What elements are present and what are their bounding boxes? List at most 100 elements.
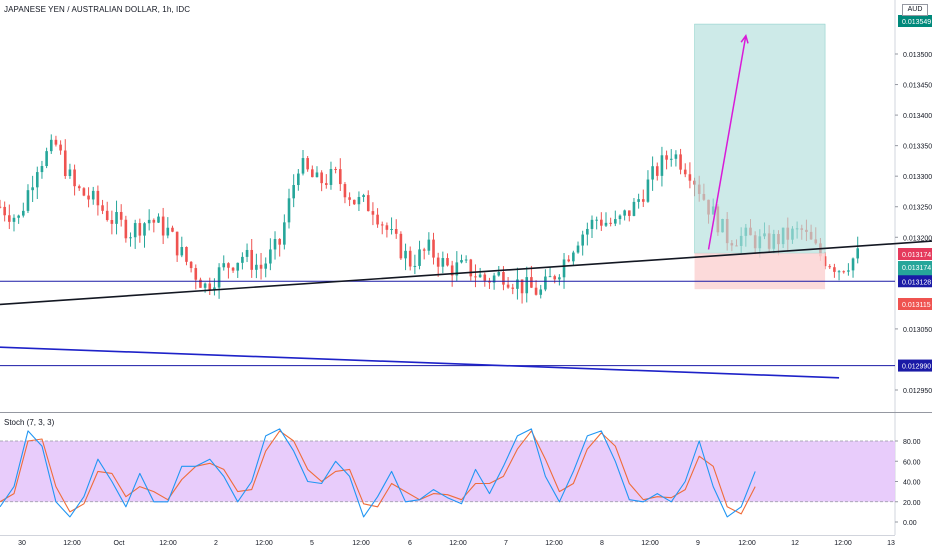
candle-body: [343, 184, 347, 198]
candle-body: [250, 249, 254, 270]
candle-body: [623, 210, 626, 216]
candle-body: [87, 195, 90, 200]
candle-body: [674, 154, 678, 159]
candle-body: [269, 249, 272, 264]
candle-body: [119, 211, 123, 220]
candle-body: [609, 222, 612, 224]
candle-body: [497, 272, 501, 276]
candle-body: [441, 258, 445, 267]
candle-body: [828, 266, 832, 268]
price-label-hline-text: 0.012990: [902, 364, 931, 371]
candle-body: [530, 277, 533, 288]
price-label-stop: [898, 298, 932, 310]
candle-body: [586, 228, 589, 235]
price-label-hline: [898, 275, 932, 288]
candle-body: [77, 186, 81, 189]
candle-body: [175, 231, 179, 256]
candle-body: [236, 262, 240, 271]
candle-body: [600, 219, 603, 226]
price-tick-label: 0.013450: [903, 83, 932, 90]
candle-body: [287, 198, 291, 223]
stoch-tick-label: 40.00: [903, 480, 921, 487]
candle-body: [520, 279, 524, 294]
candle-body: [348, 197, 351, 200]
candle-body: [259, 264, 263, 269]
candle-body: [63, 150, 67, 177]
time-tick-label: 12:00: [449, 540, 467, 547]
candle-body: [292, 185, 295, 199]
candle-body: [847, 270, 850, 272]
candle-body: [450, 265, 454, 276]
candle-body: [17, 215, 20, 218]
trendline: [0, 240, 932, 306]
currency-label[interactable]: AUD: [902, 4, 928, 16]
candle-body: [320, 172, 323, 184]
time-tick-label: 30: [18, 540, 26, 547]
candle-body: [45, 151, 48, 167]
candle-body: [665, 155, 668, 160]
candle-body: [329, 168, 333, 185]
candle-body: [273, 239, 277, 250]
candle-body: [413, 265, 417, 267]
candle-body: [614, 219, 617, 224]
candle-body: [478, 274, 482, 278]
candle-body: [548, 276, 552, 278]
price-label-last: [898, 261, 932, 273]
candle-body: [22, 210, 25, 216]
candle-body: [26, 190, 30, 211]
price-tick-label: 0.013250: [903, 205, 932, 212]
stoch-d-line: [0, 430, 756, 515]
candle-body: [73, 169, 76, 187]
candle-body: [492, 275, 496, 283]
time-tick-label: 2: [214, 540, 218, 547]
price-tick-label: 0.013350: [903, 144, 932, 151]
candle-body: [227, 263, 230, 268]
price-tick-label: 0.013500: [903, 52, 932, 59]
candle-body: [231, 267, 235, 271]
candle-body: [311, 169, 314, 178]
candle-body: [129, 237, 132, 239]
stoch-legend: Stoch (7, 3, 3): [4, 418, 55, 427]
candle-body: [390, 229, 393, 231]
candle-body: [432, 239, 435, 258]
candle-body: [422, 249, 426, 251]
candle-body: [255, 264, 258, 270]
candle-body: [59, 144, 62, 151]
candle-body: [632, 201, 636, 216]
candle-body: [161, 216, 165, 236]
candle-body: [115, 211, 118, 224]
candle-body: [669, 158, 673, 160]
candle-body: [562, 259, 566, 278]
candle-body: [688, 174, 692, 181]
candle-body: [446, 258, 449, 266]
candle-body: [567, 259, 570, 262]
candle-body: [418, 249, 421, 266]
price-label-entry-text: 0.013174: [902, 252, 931, 259]
candle-body: [404, 250, 407, 259]
candle-body: [474, 276, 477, 278]
candle-body: [376, 214, 379, 225]
target-zone: [694, 23, 826, 254]
stoch-tick-label: 80.00: [903, 439, 921, 446]
candle-body: [264, 263, 268, 269]
candle-body: [506, 284, 510, 288]
candle-body: [408, 250, 412, 267]
candle-body: [385, 225, 389, 230]
candle-body: [133, 223, 137, 238]
candle-body: [833, 267, 836, 272]
candle-body: [469, 259, 473, 277]
time-tick-label: 6: [408, 540, 412, 547]
candle-body: [301, 158, 305, 174]
candle-body: [502, 272, 505, 285]
price-label-stop-text: 0.013115: [902, 302, 931, 309]
candle-body: [166, 227, 170, 236]
candle-body: [306, 158, 309, 170]
candle-body: [297, 173, 300, 186]
time-tick-label: 12:00: [738, 540, 756, 547]
time-tick-label: 12: [791, 540, 799, 547]
candle-body: [222, 263, 226, 268]
candle-body: [362, 195, 365, 197]
candle-body: [553, 276, 557, 280]
candle-body: [581, 234, 584, 246]
